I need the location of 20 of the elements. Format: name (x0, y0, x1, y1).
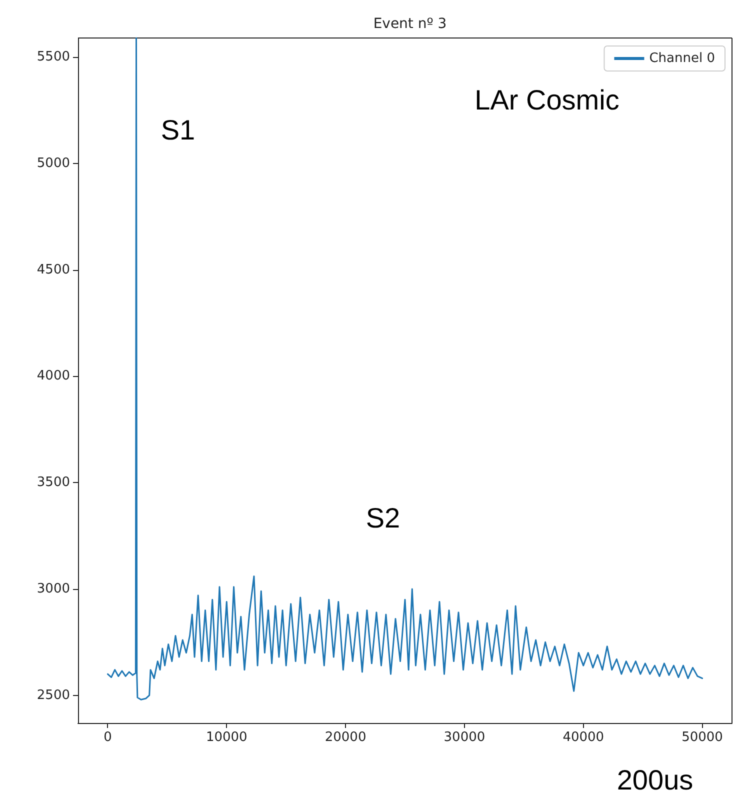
y-tick-label: 5500 (36, 50, 70, 65)
x-tick-label: 10000 (206, 730, 248, 745)
legend-label: Channel 0 (649, 51, 716, 66)
annotation: LAr Cosmic (474, 84, 620, 116)
line-series (106, 37, 704, 700)
x-tick-label: 30000 (444, 730, 486, 745)
y-tick-label: 4500 (36, 262, 70, 278)
y-tick-label: 4000 (36, 368, 70, 384)
chart-title: Event nº 3 (373, 16, 447, 32)
x-tick-label: 0 (104, 730, 112, 745)
annotation: S2 (366, 502, 400, 534)
y-tick-label: 5000 (36, 156, 70, 172)
y-tick-label: 2500 (36, 688, 70, 703)
x-tick-label: 40000 (562, 730, 604, 745)
y-tick-label: 3500 (36, 475, 70, 490)
text: 200us (616, 764, 694, 796)
annotation: S1 (160, 114, 196, 146)
x-tick-label: 20000 (324, 730, 366, 745)
y-tick-label: 3000 (36, 581, 70, 596)
x-tick-label: 50000 (682, 730, 723, 745)
